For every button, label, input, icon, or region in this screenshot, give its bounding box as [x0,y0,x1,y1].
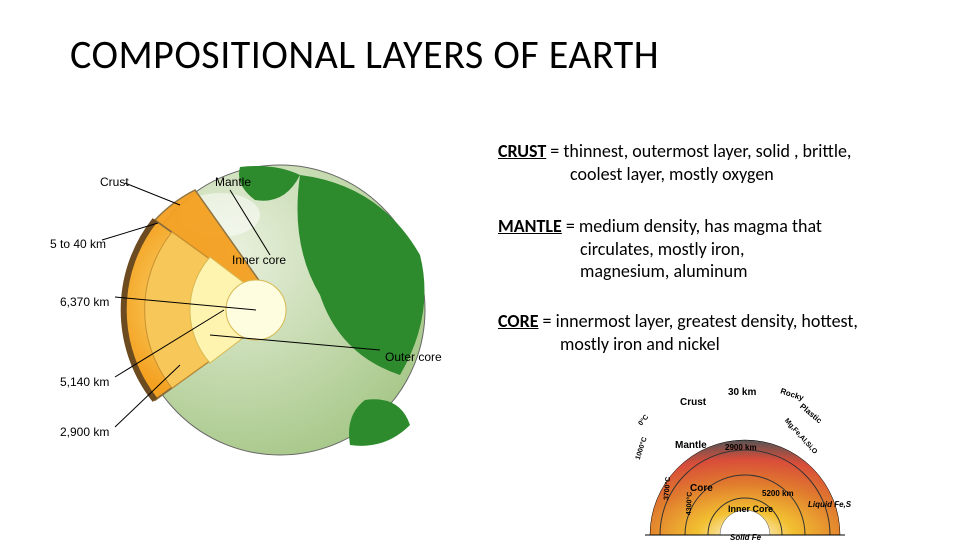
mantle-term: MANTLE [498,215,562,237]
core-line2: mostly iron and nickel [498,333,928,356]
mantle-line2: circulates, mostly iron, [498,238,918,261]
label-inner-core: Inner core [232,253,286,267]
crust-definition: CRUST = thinnest, outermost layer, solid… [498,140,908,185]
label-5to40: 5 to 40 km [50,237,106,251]
label-5140: 5,140 km [60,375,109,389]
mantle-line1: = medium density, has magma that [562,215,822,237]
core-line1: = innermost layer, greatest density, hot… [538,310,857,332]
crust-term: CRUST [498,140,546,162]
mantle-line3: magnesium, aluminum [498,260,918,283]
slabel-crust: Crust [680,397,706,408]
core-definition: CORE = innermost layer, greatest density… [498,310,928,355]
slabel-solid: Solid Fe [730,533,761,542]
label-outer-core: Outer core [385,350,442,364]
label-mantle: Mantle [215,175,251,189]
slabel-liquid: Liquid Fe,S [808,500,851,509]
label-crust: Crust [100,175,129,189]
slabel-inner-core: Inner Core [728,505,773,514]
core-term: CORE [498,310,538,332]
slabel-30km: 30 km [728,387,756,398]
slabel-t4300: 4300°C [686,492,694,516]
slabel-2900km: 2900 km [725,443,757,452]
earth-halfcircle-diagram: 30 km Crust Mantle Core Inner Core 2900 … [620,385,870,535]
crust-line1: = thinnest, outermost layer, solid , bri… [546,140,851,162]
earth-cutaway-diagram: Crust Mantle 5 to 40 km 6,370 km 5,140 k… [40,145,460,475]
label-6370: 6,370 km [60,295,109,309]
crust-line2: coolest layer, mostly oxygen [498,163,908,186]
slabel-mantle: Mantle [675,440,707,451]
earth-halfcircle-svg [620,385,870,555]
page-title: COMPOSITIONAL LAYERS OF EARTH [70,30,659,79]
slabel-5200km: 5200 km [762,489,794,498]
label-2900: 2,900 km [60,425,109,439]
mantle-definition: MANTLE = medium density, has magma that … [498,215,918,283]
